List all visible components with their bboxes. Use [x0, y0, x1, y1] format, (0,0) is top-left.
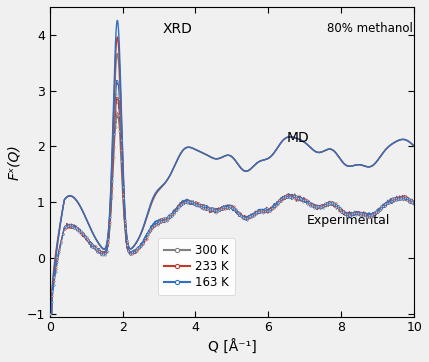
Text: XRD: XRD [162, 22, 192, 37]
Y-axis label: Fˣ(Q): Fˣ(Q) [7, 144, 21, 180]
Text: Experimental: Experimental [307, 214, 390, 227]
Text: MD: MD [286, 131, 309, 145]
Text: 80% methanol: 80% methanol [327, 22, 413, 35]
Legend: 300 K, 233 K, 163 K: 300 K, 233 K, 163 K [158, 239, 235, 295]
X-axis label: Q [Å⁻¹]: Q [Å⁻¹] [208, 340, 256, 355]
